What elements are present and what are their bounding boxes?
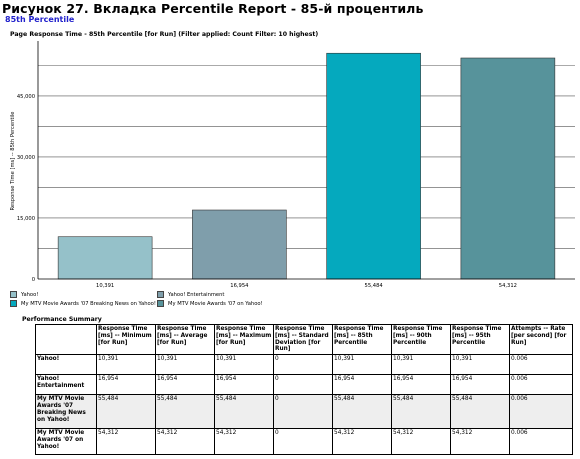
header-cell: Attempts -- Rate [per second] [for Run] — [509, 323, 573, 356]
table-cell: 0 — [273, 354, 333, 376]
table-cell: 0.006 — [509, 374, 573, 396]
figure-caption: Рисунок 27. Вкладка Percentile Report - … — [2, 1, 424, 16]
bar — [57, 236, 153, 280]
table-cell: 10,391 — [332, 354, 392, 376]
table-cell: 16,954 — [155, 374, 215, 396]
table-cell: 54,312 — [332, 428, 392, 456]
legend-label: Yahoo! Entertainment — [168, 291, 225, 298]
row-label: My MTV Movie Awards '07 on Yahoo! — [35, 428, 97, 456]
table-cell: 10,391 — [391, 354, 451, 376]
table-row: My MTV Movie Awards '07 on Yahoo! 54,312… — [35, 428, 573, 456]
legend-swatch — [10, 300, 17, 307]
y-axis-label: Response Time [ms] -- 85th Percentile — [10, 112, 16, 211]
table-cell: 16,954 — [332, 374, 392, 396]
table-cell: 55,484 — [96, 394, 156, 430]
header-cell: Response Time [ms] -- Maximum [for Run] — [214, 323, 274, 356]
table-cell: 10,391 — [450, 354, 510, 376]
table-cell: 54,312 — [450, 428, 510, 456]
table-cell: 55,484 — [155, 394, 215, 430]
y-tick-label: 45,000 — [17, 94, 35, 100]
x-tick-label: 16,954 — [230, 283, 249, 289]
performance-summary-table: Response Time [ms] -- Minimum [for Run] … — [35, 323, 573, 456]
table-cell: 16,954 — [391, 374, 451, 396]
table-cell: 55,484 — [391, 394, 451, 430]
x-tick-label: 55,484 — [365, 283, 384, 289]
x-tick-label: 10,391 — [96, 283, 114, 289]
row-label: My MTV Movie Awards '07 Breaking News on… — [35, 394, 97, 430]
row-label: Yahoo! Entertainment — [35, 374, 97, 396]
bar — [460, 57, 556, 280]
table-cell: 10,391 — [155, 354, 215, 376]
table-cell: 16,954 — [214, 374, 274, 396]
header-cell: Response Time [ms] -- Standard Deviation… — [273, 323, 333, 356]
header-cell: Response Time [ms] -- 90th Percentile — [391, 323, 451, 356]
legend-label: My MTV Movie Awards '07 on Yahoo! — [168, 300, 263, 307]
table-cell: 55,484 — [214, 394, 274, 430]
row-label: Yahoo! — [35, 354, 97, 376]
legend-label: Yahoo! — [21, 291, 39, 298]
bar — [326, 52, 421, 280]
legend-item: Yahoo! Entertainment — [157, 291, 224, 298]
response-time-bar-chart: 0 15,000 30,000 45,000 Response Time [ms] --… — [10, 41, 575, 289]
legend-swatch — [10, 291, 17, 298]
table-cell: 54,312 — [155, 428, 215, 456]
table-cell: 10,391 — [96, 354, 156, 376]
y-tick-label: 0 — [32, 277, 35, 283]
table-cell: 0 — [273, 394, 333, 430]
x-tick-label: 54,312 — [499, 283, 517, 289]
table-cell: 54,312 — [214, 428, 274, 456]
chart-title: Page Response Time - 85th Percentile [fo… — [10, 31, 319, 38]
header-cell — [35, 323, 97, 356]
legend-item: My MTV Movie Awards '07 Breaking News on… — [10, 300, 156, 307]
table-cell: 54,312 — [96, 428, 156, 456]
table-row: My MTV Movie Awards '07 Breaking News on… — [35, 394, 573, 430]
table-cell: 55,484 — [450, 394, 510, 430]
header-cell: Response Time [ms] -- Average [for Run] — [155, 323, 215, 356]
table-cell: 54,312 — [391, 428, 451, 456]
table-row: Yahoo! Entertainment 16,954 16,954 16,95… — [35, 374, 573, 396]
table-cell: 0.006 — [509, 354, 573, 376]
performance-summary-title: Performance Summary — [22, 316, 102, 323]
legend-swatch — [157, 300, 164, 307]
bar — [192, 209, 287, 280]
tab-85th-percentile[interactable]: 85th Percentile — [5, 15, 75, 24]
y-tick-label: 30,000 — [17, 155, 35, 161]
legend-swatch — [157, 291, 164, 298]
header-cell: Response Time [ms] -- 95th Percentile — [450, 323, 510, 356]
table-cell: 55,484 — [332, 394, 392, 430]
y-tick-label: 15,000 — [17, 216, 35, 222]
table-header-row: Response Time [ms] -- Minimum [for Run] … — [35, 323, 573, 356]
legend-item: My MTV Movie Awards '07 on Yahoo! — [157, 300, 263, 307]
table-cell: 16,954 — [96, 374, 156, 396]
table-cell: 16,954 — [450, 374, 510, 396]
table-cell: 0.006 — [509, 428, 573, 456]
header-cell: Response Time [ms] -- Minimum [for Run] — [96, 323, 156, 356]
table-row: Yahoo! 10,391 10,391 10,391 0 10,391 10,… — [35, 354, 573, 376]
header-cell: Response Time [ms] -- 85th Percentile — [332, 323, 392, 356]
table-cell: 0 — [273, 428, 333, 456]
table-cell: 10,391 — [214, 354, 274, 376]
table-cell: 0 — [273, 374, 333, 396]
legend-label: My MTV Movie Awards '07 Breaking News on… — [21, 300, 156, 307]
table-cell: 0.006 — [509, 394, 573, 430]
legend-item: Yahoo! — [10, 291, 38, 298]
